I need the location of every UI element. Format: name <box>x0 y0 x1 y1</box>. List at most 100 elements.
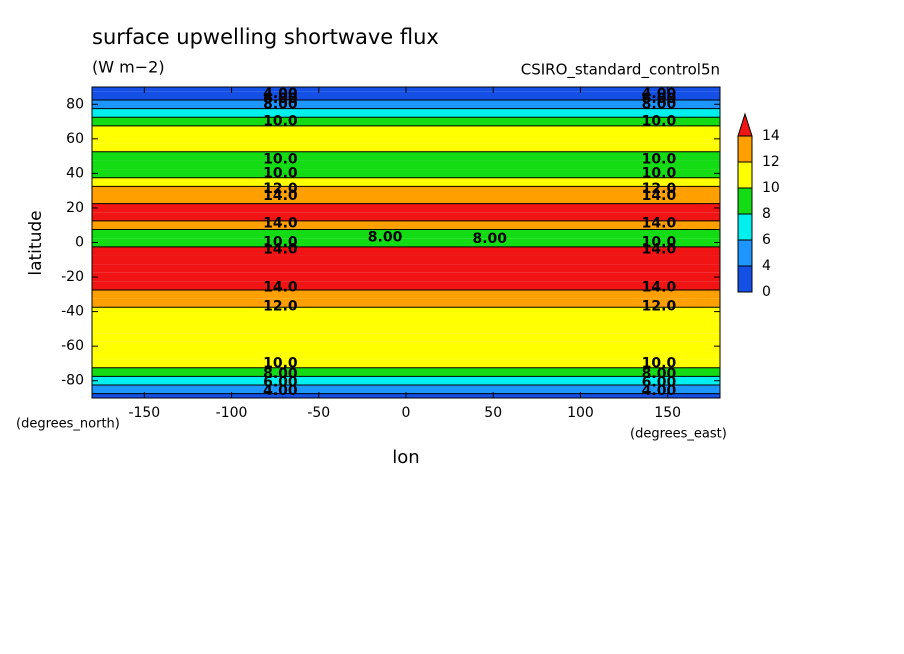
band <box>92 367 720 377</box>
band <box>92 134 720 144</box>
contour-label: 4.00 <box>263 86 298 102</box>
band <box>92 220 720 230</box>
contour-label: 6.00 <box>263 374 298 390</box>
colorbar-segment <box>737 187 753 215</box>
colorbar-label: 8 <box>762 206 771 222</box>
band <box>92 255 720 265</box>
contour-label: 10.0 <box>642 235 677 251</box>
band <box>92 99 720 109</box>
band <box>92 272 720 282</box>
contour-label: 10.0 <box>642 152 677 168</box>
band <box>92 229 720 239</box>
contour-label: 4.00 <box>642 383 677 399</box>
band <box>92 359 720 368</box>
band <box>92 341 720 351</box>
contour-label: 8.00 <box>263 366 298 382</box>
x-tick-label: -100 <box>216 405 248 421</box>
x-units: (degrees_east) <box>630 427 727 442</box>
contour-label: 8.00 <box>263 96 298 112</box>
colorbar-label: 14 <box>762 128 780 144</box>
y-tick-label: -80 <box>61 373 84 389</box>
contour-label: 8.00 <box>642 366 677 382</box>
colorbar-label: 0 <box>762 284 771 300</box>
contour-label: 12.0 <box>263 181 298 197</box>
y-tick-label: -20 <box>61 269 84 285</box>
contour-label: 14.0 <box>263 279 298 295</box>
contour-label: 10.0 <box>642 114 677 130</box>
contour-label: 8.00 <box>472 231 507 247</box>
contour-label: 14.0 <box>642 188 677 204</box>
colorbar-label: 4 <box>762 258 771 274</box>
colorbar-segment <box>737 265 753 293</box>
contour-label: 6.00 <box>642 374 677 390</box>
band <box>92 203 720 213</box>
band <box>92 177 720 187</box>
band <box>92 212 720 221</box>
contour-label: 14.0 <box>263 188 298 204</box>
colorbar-segment <box>737 239 753 267</box>
y-tick-label: 20 <box>66 200 84 216</box>
y-tick-label: 40 <box>66 165 84 181</box>
band <box>92 376 720 386</box>
contour-label: 10.0 <box>263 152 298 168</box>
band <box>92 91 720 100</box>
contour-label: 12.0 <box>263 298 298 314</box>
contour-label: 4.00 <box>263 383 298 399</box>
band <box>92 108 720 118</box>
band <box>92 385 720 394</box>
band <box>92 350 720 360</box>
band <box>92 333 720 342</box>
x-tick-label: -50 <box>307 405 330 421</box>
y-tick-label: -40 <box>61 304 84 320</box>
band <box>92 117 720 126</box>
band <box>92 298 720 308</box>
dataset-label: CSIRO_standard_control5n <box>521 61 720 80</box>
colorbar-segment <box>737 161 753 189</box>
y-tick-label: -60 <box>61 338 84 354</box>
colorbar-label: 12 <box>762 154 780 170</box>
colorbar-label: 6 <box>762 232 771 248</box>
contour-label: 14.0 <box>263 215 298 231</box>
y-tick-label: 80 <box>66 96 84 112</box>
x-axis-label: lon <box>392 447 419 468</box>
band <box>92 186 720 195</box>
contour-label: 10.0 <box>642 165 677 181</box>
y-units: (degrees_north) <box>16 417 120 432</box>
colorbar-segment <box>737 213 753 241</box>
contour-label: 10.0 <box>642 355 677 371</box>
contour-label: 8.00 <box>368 229 403 245</box>
colorbar-label: 10 <box>762 180 780 196</box>
x-tick-label: 100 <box>567 405 594 421</box>
band <box>92 160 720 170</box>
band <box>92 143 720 152</box>
x-tick-label: -150 <box>128 405 160 421</box>
x-tick-label: 0 <box>402 405 411 421</box>
band <box>92 151 720 161</box>
band <box>92 238 720 247</box>
contour-label: 6.00 <box>642 91 677 107</box>
contour-label: 10.0 <box>263 235 298 251</box>
band <box>92 169 720 178</box>
colorbar-segment <box>737 135 753 163</box>
band <box>92 194 720 204</box>
band <box>92 324 720 334</box>
contour-label: 14.0 <box>263 241 298 257</box>
contour-label: 10.0 <box>263 165 298 181</box>
y-tick-label: 0 <box>75 235 84 251</box>
contour-label: 12.0 <box>642 298 677 314</box>
contour-label: 10.0 <box>263 114 298 130</box>
contour-label: 12.0 <box>642 181 677 197</box>
band <box>92 307 720 316</box>
chart-title: surface upwelling shortwave flux <box>92 25 439 49</box>
contour-label: 14.0 <box>642 241 677 257</box>
chart-subtitle: (W m−2) <box>92 58 165 77</box>
x-tick-label: 50 <box>484 405 502 421</box>
y-tick-label: 60 <box>66 131 84 147</box>
band <box>92 125 720 135</box>
contour-label: 14.0 <box>642 215 677 231</box>
contour-label: 14.0 <box>642 279 677 295</box>
band <box>92 315 720 325</box>
contour-label: 10.0 <box>263 355 298 371</box>
band <box>92 246 720 256</box>
